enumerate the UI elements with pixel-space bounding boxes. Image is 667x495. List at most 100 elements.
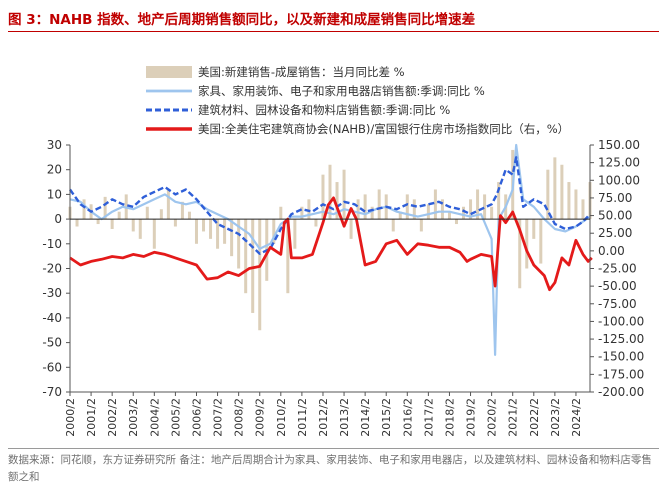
bar — [159, 209, 163, 220]
bar — [483, 194, 487, 220]
legend: 美国:新建销售-成屋销售：当月同比差 % 家具、家用装饰、电子和家用电器店销售额:… — [146, 65, 569, 136]
bar — [525, 219, 529, 269]
title-divider — [8, 31, 659, 32]
y-left-tick-label: 0 — [54, 212, 62, 226]
x-tick-label: 2000/2 — [64, 398, 77, 437]
y-left-tick-label: -20 — [42, 262, 62, 276]
x-tick-label: 2005/2 — [169, 398, 182, 437]
x-tick-label: 2004/2 — [148, 398, 161, 437]
bar — [539, 219, 543, 264]
x-tick-label: 2001/2 — [85, 398, 98, 437]
y-right-tick-label: 125.00 — [598, 156, 640, 170]
y-left-tick-label: -40 — [42, 311, 62, 325]
bar — [440, 199, 444, 220]
bar — [469, 199, 473, 220]
legend-label: 美国:全美住宅建筑商协会(NAHB)/富国银行住房市场指数同比（右，%） — [198, 122, 569, 136]
bar — [187, 211, 191, 220]
bar — [349, 219, 353, 239]
bar — [117, 211, 121, 220]
bar — [462, 206, 466, 220]
bar — [131, 219, 135, 232]
y-right-tick-label: 75.00 — [598, 191, 632, 205]
bar — [173, 219, 177, 227]
bar — [356, 199, 360, 220]
bar — [180, 201, 184, 220]
bar — [328, 164, 332, 220]
bar — [398, 211, 402, 220]
bar — [251, 219, 255, 313]
x-tick-label: 2018/2 — [443, 398, 456, 437]
x-tick-label: 2021/2 — [507, 398, 520, 437]
bar — [532, 219, 536, 239]
y-left-tick-label: 30 — [47, 138, 62, 152]
bar — [244, 219, 248, 294]
x-tick-label: 2024/2 — [570, 398, 583, 437]
bar — [553, 157, 557, 220]
y-left-tick-label: -30 — [42, 286, 62, 300]
x-tick-label: 2022/2 — [528, 398, 541, 437]
y-right-tick-label: 50.00 — [598, 209, 632, 223]
y-right-tick-label: 0.00 — [598, 244, 625, 258]
bar — [272, 219, 276, 244]
line-series-group — [69, 143, 593, 356]
bar — [75, 219, 79, 227]
y-left-tick-label: -50 — [42, 336, 62, 350]
bar — [152, 219, 156, 249]
bar — [490, 206, 494, 220]
x-tick-label: 2007/2 — [212, 398, 225, 437]
x-tick-label: 2023/2 — [549, 398, 562, 437]
axes: 30 20 10 0 -10 -20 -30 -40 -50 -60 -70 150.00 125.00… — [42, 138, 644, 437]
y-left-tick-label: 20 — [47, 163, 62, 177]
bar — [342, 169, 346, 220]
bar — [166, 189, 170, 220]
x-tick-label: 2016/2 — [401, 398, 414, 437]
bar — [314, 219, 318, 227]
x-tick-label: 2003/2 — [127, 398, 140, 437]
y-right-tick-label: -25.00 — [598, 262, 637, 276]
footer-divider — [8, 448, 659, 449]
bar — [258, 219, 262, 331]
y-right-tick-label: -50.00 — [598, 279, 637, 293]
bar — [447, 211, 451, 220]
bar — [110, 219, 114, 229]
bar — [209, 219, 213, 239]
y-right-tick-label: -150.00 — [598, 350, 644, 364]
bar — [138, 219, 142, 239]
bar — [363, 194, 367, 220]
y-left-tick-label: 10 — [47, 187, 62, 201]
x-tick-label: 2011/2 — [296, 398, 309, 437]
x-tick-label: 2002/2 — [106, 398, 119, 437]
y-right-tick-label: 25.00 — [598, 226, 632, 240]
line-nahb-index — [69, 196, 593, 292]
x-tick-label: 2012/2 — [317, 398, 330, 437]
x-tick-label: 2017/2 — [422, 398, 435, 437]
x-tick-label: 2008/2 — [233, 398, 246, 437]
figure-title: 图 3：NAHB 指数、地产后周期销售额同比，以及新建和成屋销售同比增速差 — [8, 12, 476, 28]
bar — [279, 206, 283, 220]
bar — [518, 219, 522, 289]
x-tick-label: 2009/2 — [254, 398, 267, 437]
legend-label: 建筑材料、园林设备和物料店销售额:季调:同比 % — [198, 103, 450, 117]
bar — [433, 189, 437, 220]
bar — [103, 196, 107, 220]
bar — [96, 219, 100, 225]
bar — [567, 182, 571, 220]
x-tick-label: 2006/2 — [190, 398, 203, 437]
source-note: 数据来源：同花顺，东方证券研究所 备注：地产后周期合计为家具、家用装饰、电子和家… — [8, 454, 652, 483]
x-tick-label: 2015/2 — [380, 398, 393, 437]
x-tick-label: 2010/2 — [275, 398, 288, 437]
legend-label: 美国:新建销售-成屋销售：当月同比差 % — [198, 65, 405, 79]
bar — [194, 219, 198, 244]
bar — [391, 219, 395, 232]
bar — [581, 199, 585, 220]
bar — [497, 182, 501, 220]
bar — [293, 219, 297, 249]
bar — [426, 204, 430, 220]
y-left-tick-label: -10 — [42, 237, 62, 251]
bar — [419, 219, 423, 232]
legend-label: 家具、家用装饰、电子和家用电器店销售额:季调:同比 % — [198, 84, 485, 98]
x-tick-label: 2020/2 — [486, 398, 499, 437]
y-right-tick-label: -175.00 — [598, 367, 644, 381]
bar — [307, 199, 311, 220]
